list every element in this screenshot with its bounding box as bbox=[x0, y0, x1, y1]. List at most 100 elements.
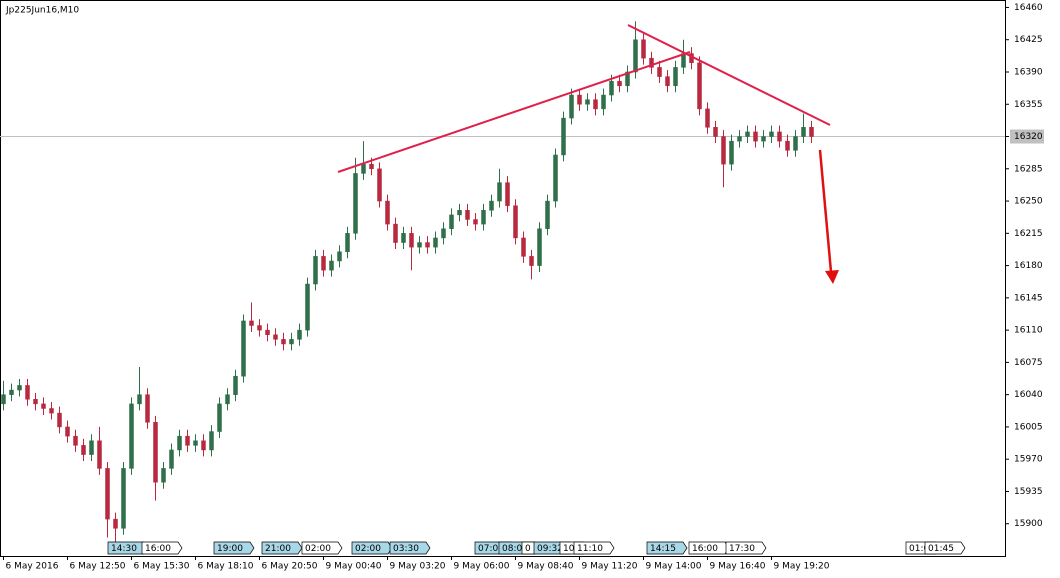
candle-body bbox=[713, 127, 718, 137]
event-marker: 02:00 bbox=[351, 541, 393, 555]
candle-body bbox=[289, 339, 294, 345]
candle-body bbox=[233, 375, 238, 395]
y-tick-label: 16005 bbox=[1014, 422, 1043, 432]
candle-body bbox=[161, 468, 166, 483]
candle-body bbox=[241, 320, 246, 377]
event-marker-box bbox=[389, 541, 431, 555]
event-marker-label: 01:0 bbox=[909, 544, 929, 554]
event-marker-box bbox=[646, 541, 688, 555]
x-tick-label: 9 May 00:40 bbox=[326, 562, 382, 572]
candle-body bbox=[145, 394, 150, 423]
event-marker: 16:00 bbox=[141, 541, 183, 555]
candle-body bbox=[321, 256, 326, 271]
event-marker-label: 01:45 bbox=[928, 544, 954, 554]
candle-body bbox=[169, 449, 174, 469]
candle-body bbox=[457, 210, 462, 216]
event-marker-label: 14:30 bbox=[111, 544, 137, 554]
event-marker-box bbox=[301, 541, 343, 555]
candle-body bbox=[33, 399, 38, 405]
candle-body bbox=[481, 210, 486, 225]
y-tick-label: 15970 bbox=[1014, 455, 1043, 465]
y-tick-label: 16040 bbox=[1014, 390, 1043, 400]
x-tick-label: 9 May 14:00 bbox=[646, 562, 702, 572]
candle-body bbox=[217, 403, 222, 432]
y-tick-label: 16425 bbox=[1014, 35, 1043, 45]
event-marker: 19:00 bbox=[213, 541, 255, 555]
candle-body bbox=[601, 94, 606, 110]
candle-body bbox=[393, 223, 398, 243]
candle-body bbox=[65, 426, 70, 437]
x-tick-label: 9 May 19:20 bbox=[774, 562, 830, 572]
candle-body bbox=[513, 205, 518, 239]
candle-body bbox=[545, 200, 550, 229]
candle-body bbox=[657, 67, 662, 77]
candle-body bbox=[785, 140, 790, 151]
candle-body bbox=[257, 325, 262, 331]
candle-body bbox=[137, 394, 142, 405]
y-tick-label: 16250 bbox=[1014, 197, 1043, 207]
candle-body bbox=[385, 200, 390, 225]
candle-body bbox=[353, 173, 358, 234]
candle-body bbox=[41, 403, 46, 409]
candle-body bbox=[537, 228, 542, 266]
candle-body bbox=[801, 127, 806, 137]
candle-body bbox=[809, 127, 814, 137]
candle-body bbox=[417, 242, 422, 248]
candle-body bbox=[529, 256, 534, 266]
candle-body bbox=[89, 440, 94, 455]
event-marker-box bbox=[924, 541, 966, 555]
trend-line bbox=[337, 51, 691, 173]
event-marker-label: 16:00 bbox=[692, 544, 718, 554]
event-marker-label: 11:10 bbox=[577, 544, 603, 554]
candle-body bbox=[121, 468, 126, 529]
candle-body bbox=[225, 394, 230, 405]
x-tick-label: 6 May 18:10 bbox=[198, 562, 254, 572]
candle-body bbox=[153, 422, 158, 483]
candle-body bbox=[665, 76, 670, 87]
event-marker-label: 14:15 bbox=[650, 544, 676, 554]
candle-body bbox=[489, 200, 494, 211]
candle-body bbox=[361, 163, 366, 174]
x-tick-label: 6 May 12:50 bbox=[70, 562, 126, 572]
trend-line bbox=[627, 24, 831, 126]
event-marker-label: 10: bbox=[563, 544, 577, 554]
candle-body bbox=[193, 440, 198, 446]
candle-body bbox=[9, 389, 14, 395]
candle-body bbox=[425, 242, 430, 248]
candle-body bbox=[793, 136, 798, 151]
candle-body bbox=[369, 163, 374, 170]
candle-body bbox=[201, 440, 206, 451]
event-marker-label: 02:00 bbox=[355, 544, 381, 554]
candle-body bbox=[753, 131, 758, 142]
candle-body bbox=[465, 210, 470, 220]
candle-body bbox=[185, 435, 190, 446]
y-tick-label: 16390 bbox=[1014, 67, 1043, 77]
candle-body bbox=[769, 131, 774, 137]
event-marker-label: 07:00 bbox=[478, 544, 504, 554]
x-tick-label: 6 May 15:30 bbox=[134, 562, 190, 572]
y-tick-label: 16110 bbox=[1014, 326, 1043, 336]
event-marker-box bbox=[141, 541, 183, 555]
candle-body bbox=[585, 99, 590, 105]
event-marker-label: 17:30 bbox=[729, 544, 755, 554]
candle-body bbox=[697, 62, 702, 110]
y-tick-label: 16285 bbox=[1014, 164, 1043, 174]
event-marker-label: 09:32 bbox=[537, 544, 563, 554]
candle-body bbox=[641, 39, 646, 59]
candle-body bbox=[609, 80, 614, 96]
candle-body bbox=[313, 256, 318, 285]
event-marker-box bbox=[725, 541, 767, 555]
x-tick-label: 9 May 11:20 bbox=[582, 562, 638, 572]
candle-body bbox=[521, 237, 526, 257]
x-tick-label: 9 May 16:40 bbox=[710, 562, 766, 572]
price-label-box bbox=[1010, 129, 1044, 144]
candle-body bbox=[729, 140, 734, 165]
event-marker-label: 16:00 bbox=[145, 544, 171, 554]
event-marker: 11:10 bbox=[573, 541, 615, 555]
event-marker-label: 21:00 bbox=[265, 544, 291, 554]
candle-body bbox=[97, 440, 102, 469]
candle-body bbox=[25, 385, 30, 400]
candle-body bbox=[1, 394, 6, 405]
candle-body bbox=[473, 219, 478, 225]
